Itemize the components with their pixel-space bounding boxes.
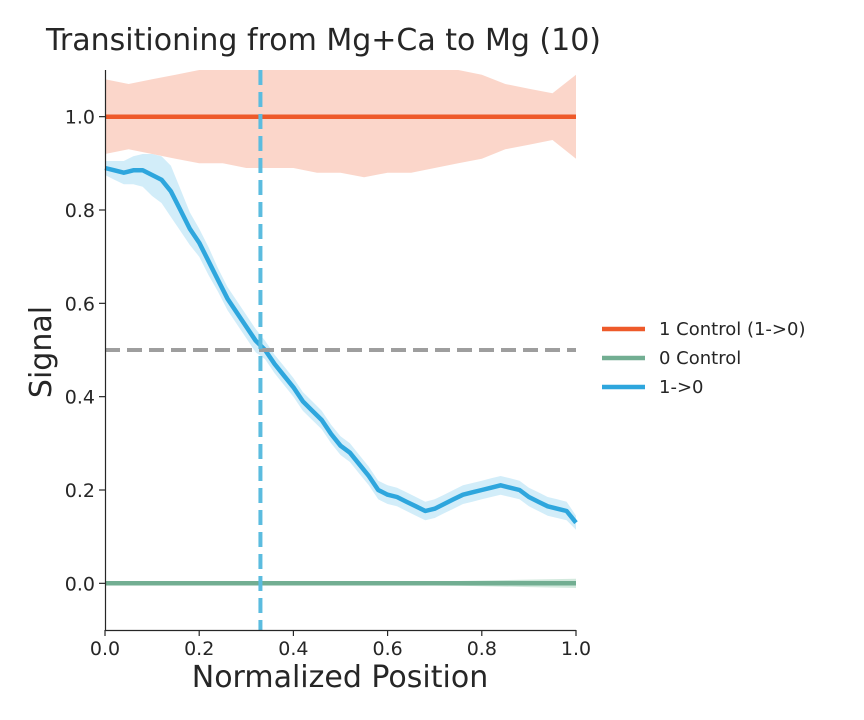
y-tick-label: 0.2 — [65, 480, 95, 502]
y-axis-label: Signal — [24, 306, 59, 398]
x-tick-label: 1.0 — [561, 638, 591, 660]
x-tick-label: 0.2 — [184, 638, 214, 660]
legend-label: 1->0 — [659, 377, 703, 398]
series-lines — [104, 114, 578, 586]
legend-label: 1 Control (1->0) — [659, 319, 806, 340]
x-ticks: 0.0 0.2 0.4 0.6 0.8 1.0 — [90, 630, 591, 660]
axes — [104, 70, 576, 632]
confidence-bands — [105, 70, 576, 588]
x-tick-label: 0.6 — [372, 638, 402, 660]
legend: 1 Control (1->0) 0 Control 1->0 — [602, 319, 806, 398]
band-series-0 — [105, 70, 576, 178]
x-axis-label: Normalized Position — [192, 660, 488, 695]
band-series-2 — [105, 154, 576, 530]
legend-label: 0 Control — [659, 348, 741, 369]
chart-title: Transitioning from Mg+Ca to Mg (10) — [45, 23, 601, 58]
y-tick-label: 0.4 — [65, 387, 95, 409]
reference-lines — [105, 70, 576, 630]
x-tick-label: 0.4 — [278, 638, 308, 660]
y-tick-label: 1.0 — [65, 107, 95, 129]
x-tick-label: 0.0 — [90, 638, 120, 660]
y-tick-label: 0.6 — [65, 293, 95, 315]
y-tick-label: 0.8 — [65, 200, 95, 222]
y-tick-label: 0.0 — [65, 573, 95, 595]
y-ticks: 0.0 0.2 0.4 0.6 0.8 1.0 — [65, 107, 105, 595]
line-series-2 — [104, 165, 578, 525]
x-tick-label: 0.8 — [467, 638, 497, 660]
